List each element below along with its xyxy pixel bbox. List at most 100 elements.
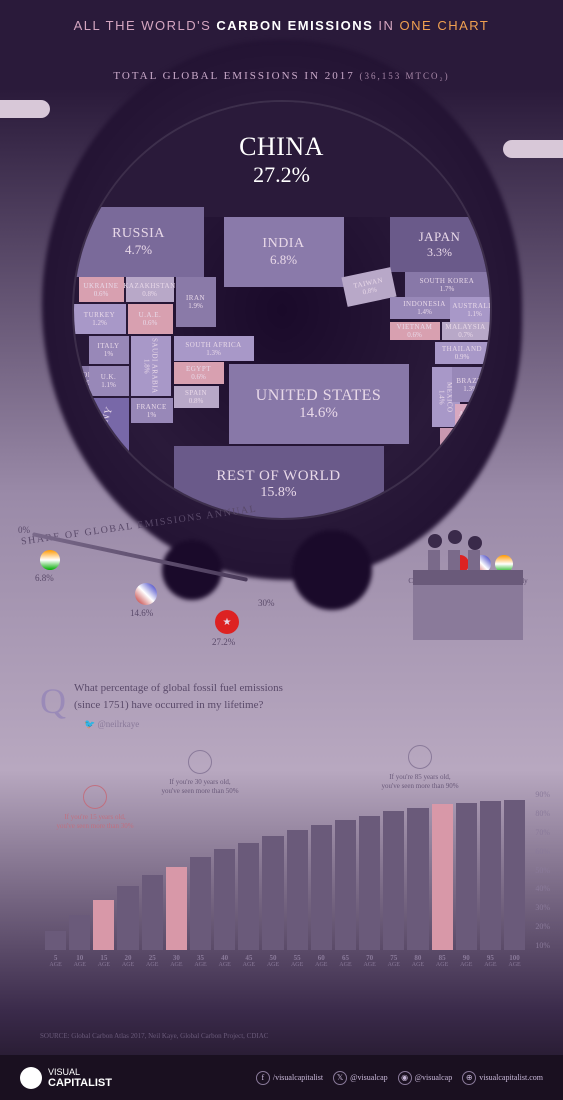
region-egypt: EGYPT0.6%: [174, 362, 224, 384]
face-icon: [408, 745, 432, 769]
x-tick: 70AGE: [359, 954, 380, 968]
voronoi-treemap: CHINA27.2% RUSSIA4.7% INDIA6.8% JAPAN3.3…: [72, 100, 492, 520]
region-australia: AUSTRALIA1.1%: [450, 297, 492, 322]
question-section: Q What percentage of global fossil fuel …: [40, 680, 300, 730]
bar: [287, 830, 308, 950]
share-end-label: 30%: [258, 598, 275, 608]
social-handle: @visualcap: [415, 1073, 453, 1082]
x-tick: 45AGE: [238, 954, 259, 968]
main-title: ALL THE WORLD'S CARBON EMISSIONS IN ONE …: [0, 0, 563, 39]
age-emissions-barchart: If you're 15 years old, you've seen more…: [45, 790, 525, 990]
x-tick: 85AGE: [432, 954, 453, 968]
bar: [383, 811, 404, 950]
y-tick: 10%: [535, 941, 550, 950]
x-tick: 90AGE: [456, 954, 477, 968]
region-france: FRANCE1%: [131, 398, 173, 423]
x-tick: 5AGE: [45, 954, 66, 968]
region-united-states: UNITED STATES14.6%: [229, 364, 409, 444]
x-tick: 40AGE: [214, 954, 235, 968]
x-tick: 30AGE: [166, 954, 187, 968]
marker-india-label: 6.8%: [35, 573, 54, 583]
region-argentina: ARGEN TINA0.6%: [455, 404, 490, 439]
marker-china-label: 27.2%: [212, 637, 235, 647]
region-india: INDIA6.8%: [224, 217, 344, 287]
bar: [69, 915, 90, 950]
region-uae: U.A.E.0.6%: [128, 304, 173, 334]
bar: [262, 836, 283, 950]
bar: [432, 804, 453, 950]
region-turkey: TURKEY1.2%: [74, 304, 126, 334]
x-tick: 95AGE: [480, 954, 501, 968]
bar: [335, 820, 356, 950]
region-brazil: BRAZIL1.3%: [452, 367, 490, 402]
x-tick: 50AGE: [262, 954, 283, 968]
region-kazakhstan: KAZAKHSTAN0.8%: [126, 277, 174, 302]
share-start-label: 0%: [18, 525, 30, 535]
region-japan: JAPAN3.3%: [390, 217, 490, 272]
arc-title: TOTAL GLOBAL EMISSIONS IN 2017 (36,153 M…: [82, 70, 482, 82]
x-tick: 15AGE: [93, 954, 114, 968]
social-link[interactable]: ⊕visualcapitalist.com: [462, 1071, 543, 1085]
social-icon: ◉: [398, 1071, 412, 1085]
region-south-africa: SOUTH AFRICA1.3%: [174, 336, 254, 361]
x-tick: 60AGE: [311, 954, 332, 968]
region-ukraine: UKRAINE0.6%: [79, 277, 124, 302]
x-tick: 65AGE: [335, 954, 356, 968]
marker-india-icon: [40, 550, 60, 570]
social-link[interactable]: ◉@visualcap: [398, 1071, 453, 1085]
region-thailand: THAILAND0.9%: [435, 342, 490, 364]
source-text: SOURCE: Global Carbon Atlas 2017, Neil K…: [40, 1032, 268, 1040]
marker-us-icon: [135, 583, 157, 605]
social-handle: @visualcap: [350, 1073, 388, 1082]
bar: [117, 886, 138, 950]
question-text: What percentage of global fossil fuel em…: [40, 680, 300, 713]
bar: [407, 808, 428, 950]
social-handle: visualcapitalist.com: [479, 1073, 543, 1082]
bar: [456, 803, 477, 950]
brand-icon: [20, 1067, 42, 1089]
region-saudi-arabia: SAUDI ARABIA1.8%: [131, 336, 171, 396]
callout-85: If you're 85 years old, you've seen more…: [380, 745, 460, 791]
x-tick: 75AGE: [383, 954, 404, 968]
footer: VISUALCAPITALIST f/visualcapitalist𝕏@vis…: [0, 1055, 563, 1100]
y-tick: 30%: [535, 903, 550, 912]
question-handle: 🐦 @neilrkaye: [84, 719, 300, 730]
x-tick: 20AGE: [117, 954, 138, 968]
region-malaysia: MALAYSIA0.7%: [442, 322, 490, 340]
bar: [93, 900, 114, 950]
x-tick: 10AGE: [69, 954, 90, 968]
bar: [480, 801, 501, 950]
marker-us-label: 14.6%: [130, 608, 153, 618]
region-iran: IRAN1.9%: [176, 277, 216, 327]
y-tick: 40%: [535, 884, 550, 893]
y-tick: 80%: [535, 809, 550, 818]
region-rest-of-world: REST OF WORLD15.8%: [174, 446, 384, 520]
social-link[interactable]: 𝕏@visualcap: [333, 1071, 388, 1085]
bar: [504, 800, 525, 950]
x-tick: 25AGE: [142, 954, 163, 968]
social-links: f/visualcapitalist𝕏@visualcap◉@visualcap…: [256, 1071, 543, 1085]
social-icon: ⊕: [462, 1071, 476, 1085]
x-tick: 35AGE: [190, 954, 211, 968]
factory-illustration: [413, 585, 523, 640]
x-tick: 80AGE: [407, 954, 428, 968]
region-italy: ITALY1%: [89, 336, 129, 364]
bar: [214, 849, 235, 950]
social-icon: f: [256, 1071, 270, 1085]
y-tick: 70%: [535, 828, 550, 837]
question-mark: Q: [40, 680, 66, 722]
region-russia: RUSSIA4.7%: [74, 207, 204, 277]
y-tick: 60%: [535, 847, 550, 856]
brand-logo: VISUALCAPITALIST: [20, 1067, 112, 1089]
x-tick: 55AGE: [287, 954, 308, 968]
region-south-korea: SOUTH KOREA1.7%: [405, 272, 490, 297]
social-icon: 𝕏: [333, 1071, 347, 1085]
region-germany: GERMANY2.2%: [74, 398, 129, 478]
bar: [359, 816, 380, 950]
region-taiwan: TAIWAN0.8%: [341, 267, 396, 307]
region-uk: U.K.1.1%: [89, 366, 129, 396]
social-link[interactable]: f/visualcapitalist: [256, 1071, 323, 1085]
bar: [238, 843, 259, 950]
y-tick: 90%: [535, 790, 550, 799]
marker-china-icon: ★: [215, 610, 239, 634]
